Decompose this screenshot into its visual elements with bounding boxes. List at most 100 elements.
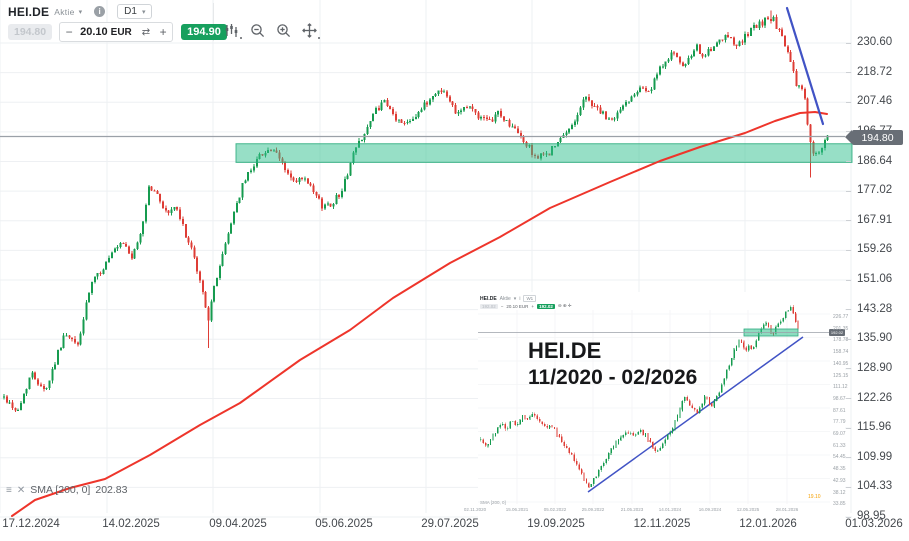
price-axis-label: 186.64 [857, 154, 893, 167]
instrument-header: HEI.DE Aktie ▾ i D1 ▾ [8, 4, 153, 19]
inset-symbol-label: HEI.DE [480, 295, 497, 302]
inset-toolbar-icons: ⊖ ⊕ ✛ [557, 303, 572, 308]
timeframe-select[interactable]: D1 ▾ [117, 4, 153, 19]
inset-price-axis-label: 54.45 [833, 454, 846, 461]
inset-time-axis-label: 16.09.2024 [698, 507, 722, 512]
inset-chevron-down-icon: ▾ [513, 295, 517, 302]
price-axis-tick [846, 279, 851, 281]
price-axis-label: 122.26 [857, 391, 893, 404]
current-price-badge: 194.80 [845, 130, 903, 145]
chevron-down-icon[interactable]: ▾ [78, 8, 83, 16]
price-axis-tick [846, 338, 851, 340]
price-axis-label: 109.99 [857, 450, 893, 463]
inset-time-axis-label: 25.09.2022 [581, 507, 605, 512]
time-axis-label: 09.04.2025 [209, 518, 267, 530]
price-axis-tick [846, 368, 851, 370]
inset-price-axis-label: 42.93 [833, 477, 846, 484]
order-panel: 194.80 − 20.10 EUR ⇄ + 194.90 [8, 22, 227, 42]
indicator-settings-icon[interactable]: ≡ [6, 484, 12, 496]
inset-time-axis-label: 21.05.2023 [620, 507, 644, 512]
zoom-in-icon[interactable] [276, 23, 291, 38]
price-axis-label: 143.28 [857, 302, 893, 315]
inset-price-axis-label: 226.77 [833, 314, 849, 320]
inset-price-axis-label: 201.35 [833, 325, 849, 332]
inset-time-axis-label: 28.01.2026 [775, 507, 799, 512]
inset-info-icon: i [519, 295, 521, 302]
inset-price-axis-label: 140.95 [833, 360, 849, 367]
inset-timeframe-select: W1 [523, 295, 537, 302]
inset-time-axis-label: 05.02.2022 [543, 507, 567, 512]
price-axis-label: 151.06 [857, 273, 893, 285]
price-axis-tick [846, 101, 851, 103]
indicator-remove-icon[interactable]: ✕ [16, 484, 26, 496]
inset-candlestick-chart [478, 304, 830, 504]
chevron-down-icon: ▾ [141, 8, 146, 16]
time-axis-label: 05.06.2025 [315, 518, 373, 530]
pan-crosshair-icon[interactable] [302, 23, 320, 39]
chart-settings-icon[interactable] [224, 23, 242, 39]
support-zone [235, 143, 853, 163]
info-icon[interactable]: i [94, 6, 106, 17]
time-axis-label: 12.01.2026 [739, 518, 797, 530]
time-axis-label: 29.07.2025 [421, 518, 479, 530]
price-axis-label: 104.33 [857, 480, 893, 493]
inset-sma-label: SMA [200, 0] [480, 500, 506, 505]
header-divider [213, 3, 214, 41]
instrument-type-label: Aktie [54, 6, 75, 17]
zoom-out-icon[interactable] [250, 23, 265, 38]
price-axis-tick [846, 42, 851, 44]
inset-time-axis-label: 02.11.2020 [463, 507, 487, 512]
chart-toolbar [224, 23, 320, 39]
inset-candles [480, 304, 799, 488]
buy-price-button[interactable]: 194.90 [181, 24, 227, 40]
sell-price-chip[interactable]: 194.80 [8, 24, 53, 40]
inset-price-axis-label: 98.67 [833, 395, 846, 402]
inset-time-axis-label: 14.01.2024 [658, 507, 682, 512]
inset-orange-value: 19.10 [808, 494, 821, 500]
price-axis-label: 159.26 [857, 243, 893, 256]
price-axis-tick [846, 427, 851, 429]
quantity-stepper: − 20.10 EUR ⇄ + [59, 22, 174, 42]
inset-amount: 20.10 EUR [506, 303, 529, 309]
inset-current-price-badge: 192.02 [829, 329, 845, 336]
time-axis-label: 01.03.2026 [845, 518, 903, 530]
time-axis-label: 19.09.2025 [527, 518, 585, 530]
inset-up-trendline [587, 336, 804, 493]
inset-caption-symbol: HEI.DE [528, 338, 602, 363]
inset-minus: − [500, 303, 504, 309]
inset-price-axis-label: 33.85 [833, 501, 846, 508]
inset-price-axis-label: 87.61 [833, 407, 846, 414]
price-axis-label: 177.02 [857, 184, 893, 197]
inset-grid [478, 310, 830, 504]
inset-price-axis-label: 158.74 [833, 349, 849, 356]
price-axis-label: 98.95 [857, 510, 886, 522]
price-axis-tick [846, 486, 851, 488]
decrease-amount-button[interactable]: − [65, 25, 73, 39]
timeframe-value: D1 [124, 6, 137, 17]
price-axis-tick [846, 516, 851, 518]
inset-time-axis-label: 12.05.2025 [736, 507, 760, 512]
time-axis-label: 14.02.2025 [102, 518, 160, 530]
inset-instrument-label: Aktie [499, 295, 511, 302]
inset-mini-header: HEI.DE Aktie ▾ i W1 [480, 295, 537, 302]
inset-time-axis-label: 15.06.2021 [505, 507, 529, 512]
inset-chart: HEI.DE Aktie ▾ i W1 192.02 − 20.10 EUR +… [464, 292, 849, 518]
price-axis-tick [846, 309, 851, 311]
price-axis-label: 167.91 [857, 213, 893, 226]
inset-price-axis-label: 77.79 [833, 419, 846, 426]
inset-plus: + [531, 303, 535, 309]
inset-caption-range: 11/2020 - 02/2026 [528, 366, 698, 389]
increase-amount-button[interactable]: + [159, 25, 167, 39]
price-axis-tick [846, 398, 851, 399]
sma-label-value: 202.83 [95, 484, 128, 496]
price-axis-tick [846, 161, 851, 162]
swap-units-icon[interactable]: ⇄ [141, 26, 151, 38]
time-axis-label: 12.11.2025 [633, 518, 691, 530]
price-axis-label: 135.90 [857, 332, 893, 345]
amount-value[interactable]: 20.10 [80, 26, 108, 38]
price-axis-label: 115.96 [857, 421, 892, 434]
inset-price-axis-label: 61.33 [833, 442, 846, 449]
inset-mini-order-panel: 192.02 − 20.10 EUR + 192.02 ⊖ ⊕ ✛ [480, 303, 572, 309]
inset-sell-chip: 192.02 [480, 303, 498, 309]
